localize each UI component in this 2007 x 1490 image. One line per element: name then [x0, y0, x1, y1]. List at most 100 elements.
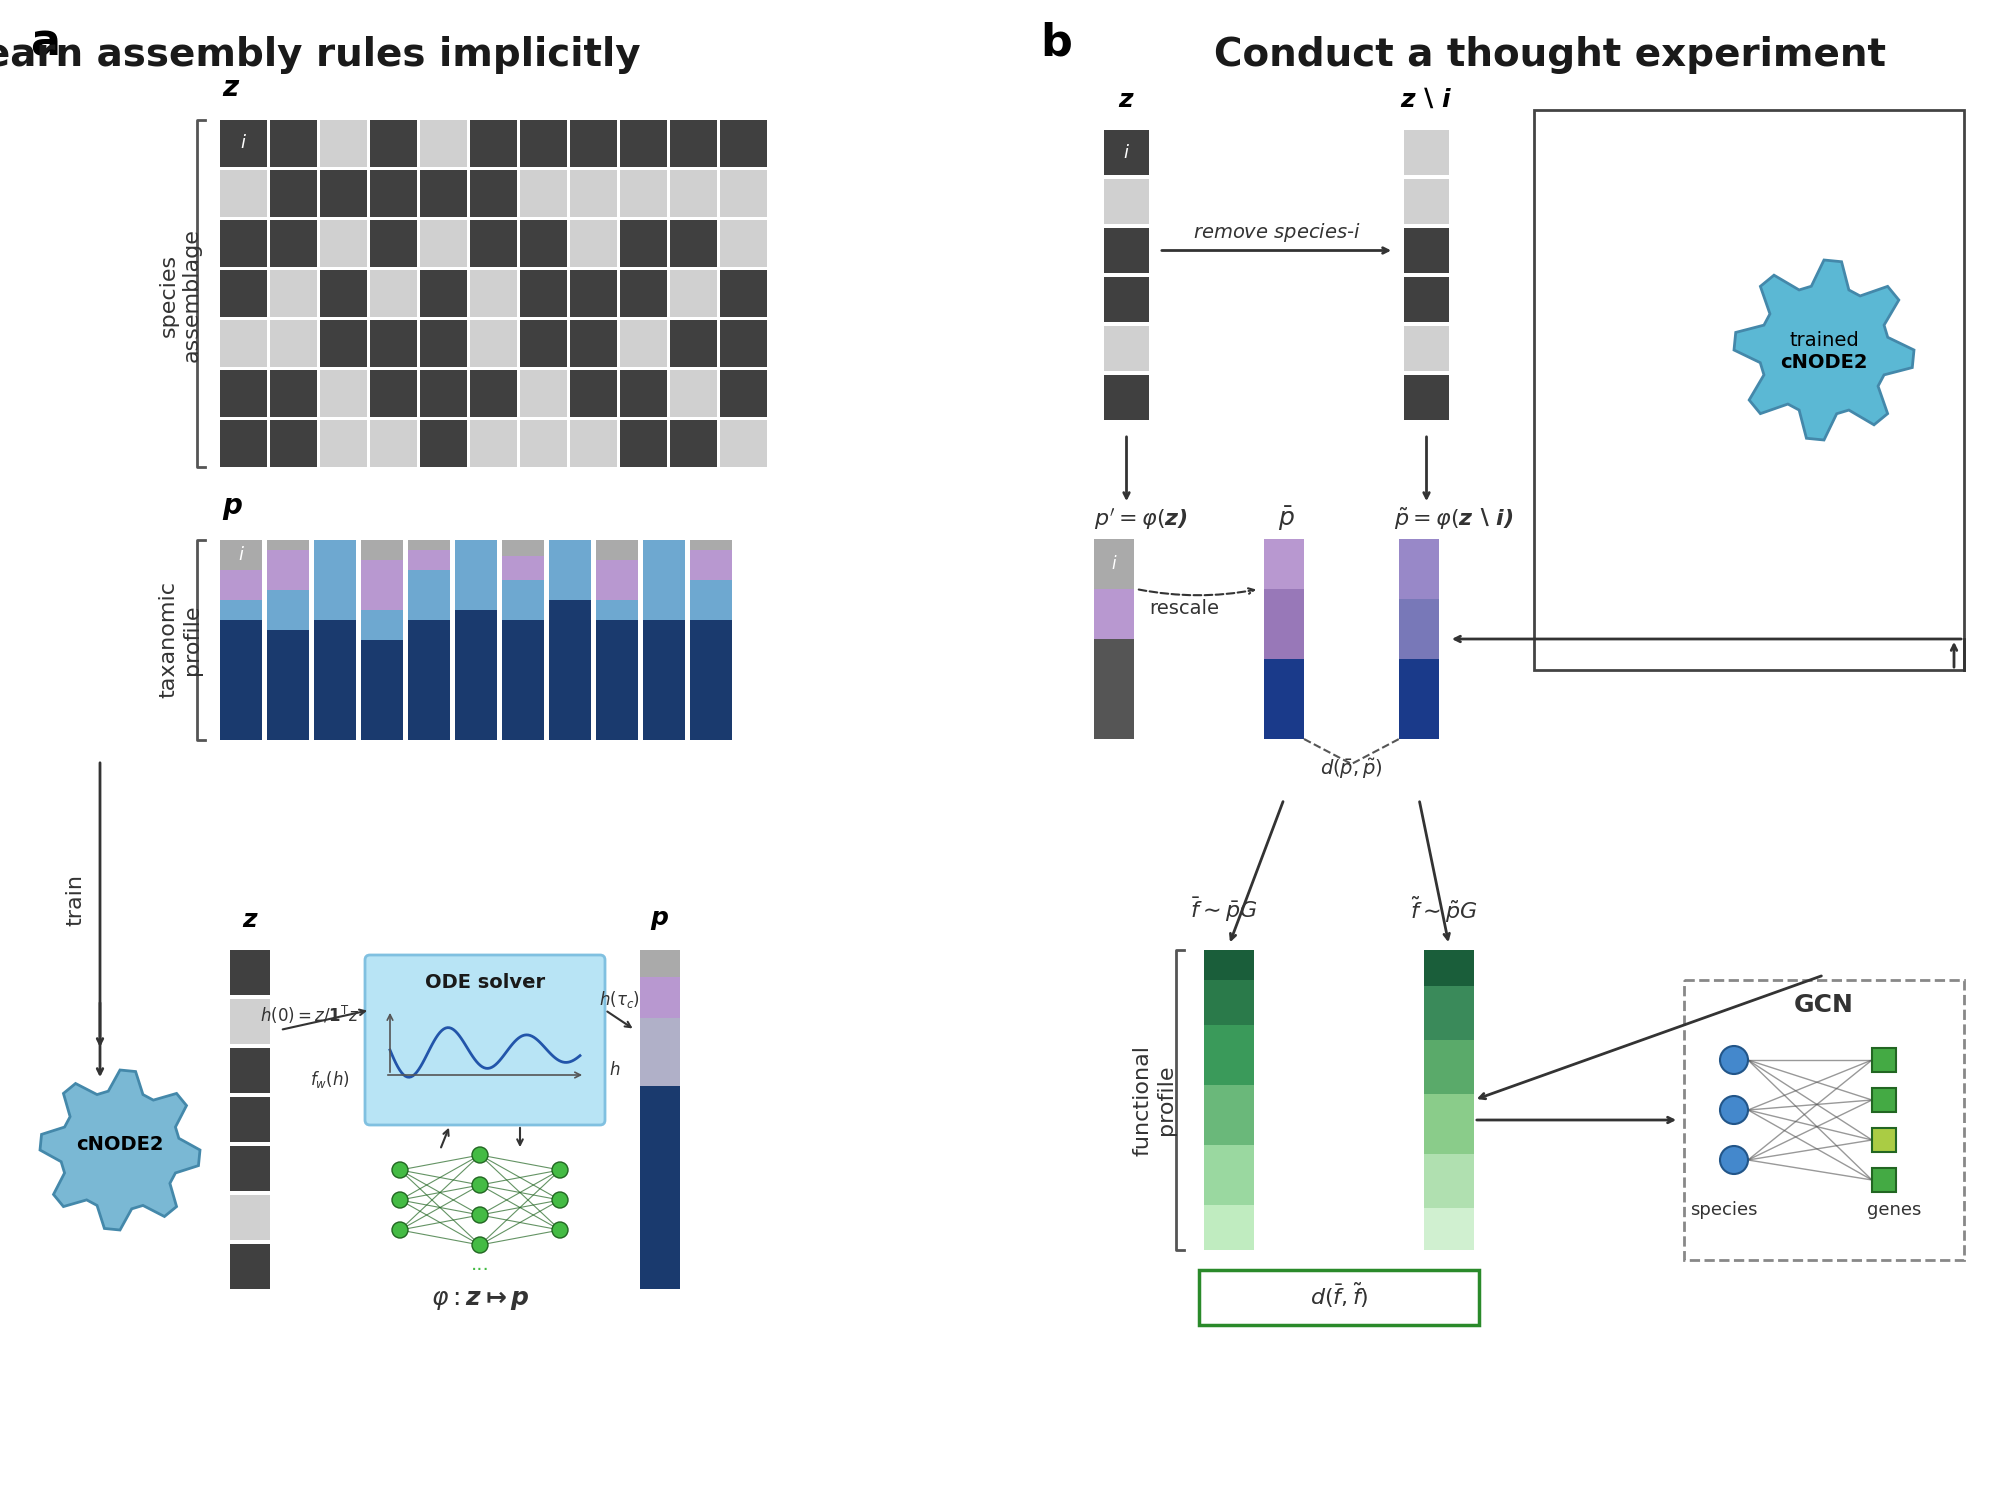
Text: $\tilde{f} \sim \tilde{p}G$: $\tilde{f} \sim \tilde{p}G$	[1409, 895, 1477, 925]
Bar	[1423, 986, 1473, 1040]
Bar	[570, 370, 616, 417]
Bar	[670, 221, 716, 267]
Bar	[640, 977, 680, 1018]
Bar	[1403, 228, 1449, 273]
Bar	[369, 270, 417, 317]
Bar	[1399, 599, 1439, 659]
Bar	[596, 539, 638, 560]
Text: $\bfit{z}$: $\bfit{z}$	[223, 74, 241, 101]
Text: $\bfit{p}$: $\bfit{p}$	[650, 907, 668, 933]
Bar	[620, 221, 666, 267]
Bar	[269, 121, 317, 167]
Bar	[221, 221, 267, 267]
Bar	[1204, 1085, 1254, 1144]
Text: $\bfit{z}$: $\bfit{z}$	[241, 907, 259, 933]
Circle shape	[472, 1207, 488, 1223]
Bar	[721, 221, 767, 267]
Bar	[620, 370, 666, 417]
Bar	[502, 620, 544, 741]
Bar	[1104, 277, 1148, 322]
Bar	[721, 320, 767, 367]
Text: functional
profile: functional profile	[1132, 1044, 1174, 1156]
Bar	[640, 1086, 680, 1289]
Bar	[1403, 277, 1449, 322]
Bar	[690, 550, 733, 580]
Bar	[570, 121, 616, 167]
Text: $h(\tau_c)$: $h(\tau_c)$	[600, 989, 640, 1010]
Bar	[221, 571, 261, 600]
Text: remove species-$i$: remove species-$i$	[1192, 221, 1361, 244]
Circle shape	[552, 1162, 568, 1179]
Text: $d(\bar{p}, \tilde{p})$: $d(\bar{p}, \tilde{p})$	[1319, 757, 1383, 781]
Bar	[570, 221, 616, 267]
Bar	[1204, 1144, 1254, 1205]
Bar	[369, 121, 417, 167]
Bar	[520, 170, 566, 218]
Bar	[721, 121, 767, 167]
Bar	[407, 571, 450, 620]
Text: $i$: $i$	[237, 545, 245, 565]
Bar	[313, 539, 355, 620]
Text: $i$: $i$	[1122, 143, 1130, 161]
Bar	[221, 620, 261, 741]
Bar	[369, 370, 417, 417]
Bar	[502, 580, 544, 620]
Bar	[1871, 1088, 1895, 1112]
Bar	[520, 370, 566, 417]
Bar	[548, 539, 590, 600]
Bar	[1104, 179, 1148, 223]
Bar	[267, 630, 309, 741]
Bar	[1262, 539, 1303, 589]
Text: genes: genes	[1867, 1201, 1921, 1219]
Bar	[267, 590, 309, 630]
Circle shape	[472, 1147, 488, 1164]
Bar	[520, 270, 566, 317]
Bar	[361, 641, 403, 741]
Bar	[231, 1146, 269, 1191]
Circle shape	[472, 1177, 488, 1193]
Bar	[548, 600, 590, 741]
Bar	[231, 1097, 269, 1141]
Text: $i$: $i$	[1110, 554, 1116, 574]
Bar	[721, 370, 767, 417]
Text: $\bfit{z}$: $\bfit{z}$	[1118, 88, 1134, 112]
Bar	[419, 270, 468, 317]
Bar	[1423, 1040, 1473, 1094]
Text: $\tilde{p} = \varphi(\bfit{z} \setminus i)$: $\tilde{p} = \varphi(\bfit{z} \setminus …	[1393, 507, 1513, 532]
Text: $h(0) = z/\mathbf{1}^\mathrm{T}z$: $h(0) = z/\mathbf{1}^\mathrm{T}z$	[261, 1004, 359, 1027]
Text: rescale: rescale	[1148, 599, 1218, 618]
Bar	[231, 1047, 269, 1094]
Bar	[470, 221, 516, 267]
Bar	[1403, 375, 1449, 420]
Bar	[1403, 130, 1449, 174]
Bar	[1871, 1047, 1895, 1071]
Bar	[419, 370, 468, 417]
Bar	[419, 320, 468, 367]
Bar	[419, 170, 468, 218]
Bar	[221, 121, 267, 167]
Bar	[319, 221, 367, 267]
Bar	[1094, 639, 1134, 739]
Bar	[369, 320, 417, 367]
Bar	[596, 600, 638, 620]
Bar	[1871, 1168, 1895, 1192]
Circle shape	[552, 1192, 568, 1208]
Polygon shape	[1734, 259, 1913, 440]
Polygon shape	[40, 1070, 201, 1231]
Bar	[456, 539, 498, 609]
Text: a: a	[30, 21, 60, 64]
Bar	[267, 550, 309, 590]
Bar	[620, 420, 666, 466]
Bar	[520, 221, 566, 267]
Bar	[470, 420, 516, 466]
Bar	[369, 170, 417, 218]
Bar	[670, 370, 716, 417]
Bar	[369, 420, 417, 466]
Circle shape	[1720, 1146, 1748, 1174]
Bar	[221, 270, 267, 317]
Bar	[470, 370, 516, 417]
Bar	[419, 121, 468, 167]
Bar	[640, 951, 680, 977]
Bar	[690, 620, 733, 741]
Bar	[407, 539, 450, 550]
